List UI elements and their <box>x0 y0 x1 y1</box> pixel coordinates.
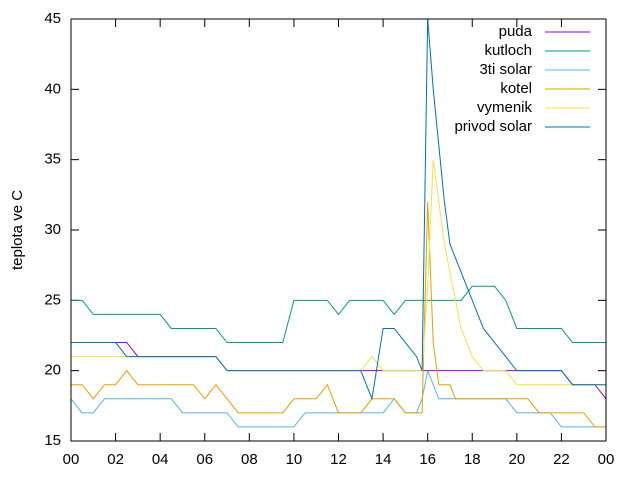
x-tick-label: 20 <box>508 451 525 468</box>
x-tick-label: 00 <box>598 451 615 468</box>
x-tick-label: 02 <box>107 451 124 468</box>
x-tick-label: 22 <box>553 451 570 468</box>
x-tick-label: 04 <box>152 451 169 468</box>
y-tick-label: 25 <box>44 291 61 308</box>
x-tick-label: 12 <box>330 451 347 468</box>
legend-label: kutloch <box>484 42 532 59</box>
y-tick-label: 35 <box>44 151 61 168</box>
x-tick-label: 10 <box>286 451 303 468</box>
y-axis-label: teplota ve C <box>9 190 26 270</box>
series-line <box>71 285 606 344</box>
x-tick-label: 18 <box>464 451 481 468</box>
y-tick-label: 40 <box>44 80 61 97</box>
y-tick-label: 30 <box>44 221 61 238</box>
y-tick-label: 45 <box>44 10 61 27</box>
legend-label: kotel <box>500 80 532 97</box>
x-tick-label: 16 <box>419 451 436 468</box>
series-line <box>71 159 606 386</box>
y-tick-label: 15 <box>44 432 61 449</box>
legend-label: vymenik <box>477 99 533 116</box>
y-tick-label: 20 <box>44 362 61 379</box>
x-tick-label: 14 <box>375 451 392 468</box>
legend-label: 3ti solar <box>479 61 532 78</box>
legend-label: privod solar <box>454 118 532 135</box>
plot-border <box>70 18 607 442</box>
x-tick-label: 06 <box>196 451 213 468</box>
series-line <box>71 18 606 401</box>
series-line <box>71 201 606 428</box>
legend-label: puda <box>499 23 533 40</box>
x-tick-label: 08 <box>241 451 258 468</box>
x-tick-label: 00 <box>63 451 80 468</box>
